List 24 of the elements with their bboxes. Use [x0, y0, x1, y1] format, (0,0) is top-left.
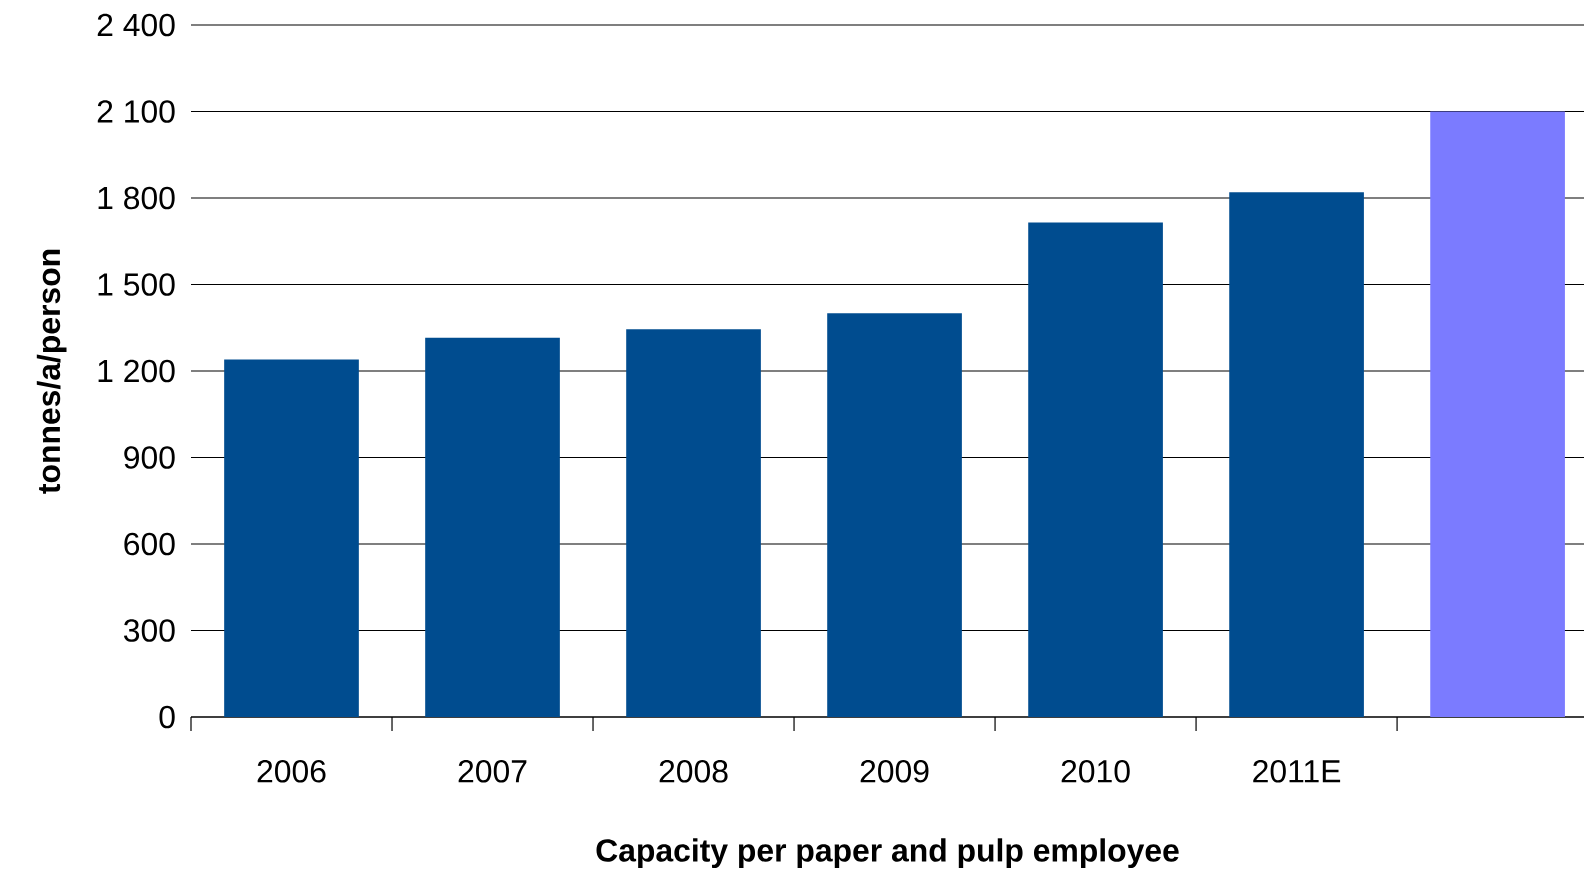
- bar: [1229, 192, 1364, 717]
- x-tick-label: 2006: [257, 760, 326, 783]
- y-tick-label: 2 100: [97, 100, 175, 123]
- y-axis-title: tonnes/a/person: [36, 249, 67, 494]
- y-tick-label: 0: [159, 705, 175, 729]
- y-tick-label: 2 400: [97, 13, 175, 37]
- y-tick-label: 1 200: [98, 359, 175, 383]
- bar: [827, 313, 962, 717]
- y-tick-label: 300: [123, 619, 175, 642]
- x-tick-label: 2009: [860, 760, 929, 783]
- bar: [224, 359, 359, 717]
- x-tick-label: 2010: [1061, 760, 1130, 783]
- x-tick-label: 2007: [458, 760, 527, 783]
- y-tick-label: 600: [124, 532, 175, 556]
- bar: [1028, 222, 1163, 717]
- y-tick-label: 1 500: [98, 273, 175, 296]
- y-tick-label: 900: [124, 446, 175, 469]
- bar: [626, 329, 761, 717]
- x-tick-label: 2008: [659, 760, 728, 783]
- bar: [1430, 111, 1565, 717]
- bar: [425, 337, 560, 717]
- x-axis-title: Capacity per paper and pulp employee: [596, 838, 1179, 869]
- y-tick-label: 1 800: [98, 186, 175, 210]
- x-tick-label: 2011E: [1253, 760, 1341, 783]
